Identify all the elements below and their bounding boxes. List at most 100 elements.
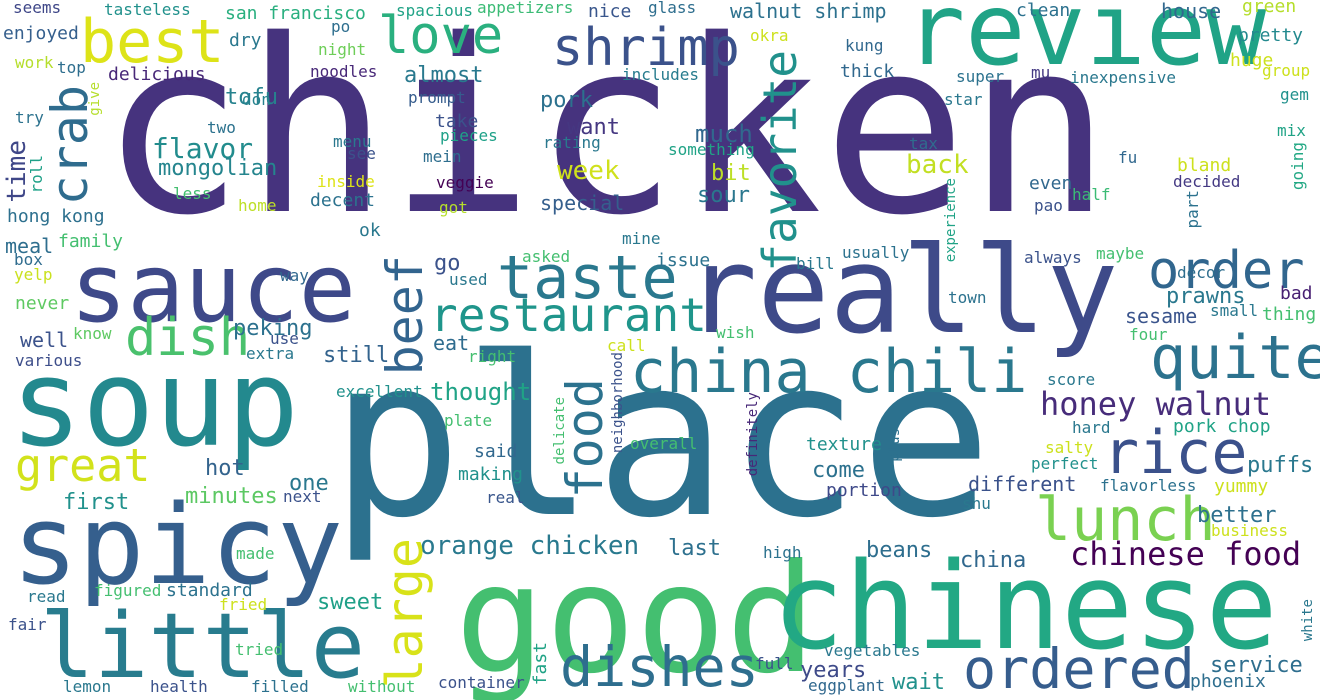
- word-decided: decided: [1173, 172, 1241, 191]
- word-soup: soup: [10, 335, 299, 474]
- word-lunch: lunch: [1035, 485, 1216, 555]
- word-little: little: [40, 594, 366, 699]
- word-plate: plate: [444, 411, 493, 430]
- word-one: one: [289, 471, 329, 496]
- word-go: go: [434, 251, 461, 276]
- word-call: call: [607, 336, 646, 355]
- word-wish: wish: [716, 323, 755, 342]
- word-back: back: [906, 150, 969, 180]
- word-puffs: puffs: [1247, 453, 1314, 478]
- word-delicate: delicate: [552, 397, 568, 465]
- word-great: great: [15, 439, 151, 492]
- word-town: town: [948, 288, 987, 307]
- word-box: box: [14, 250, 43, 269]
- word-health: health: [150, 677, 208, 696]
- word-issue: issue: [656, 250, 711, 271]
- word-menu: menu: [333, 132, 372, 151]
- word-try: try: [15, 108, 44, 127]
- word-china: china: [960, 548, 1027, 573]
- word-plus: plus: [887, 428, 903, 462]
- word-shrimp: shrimp: [552, 18, 740, 78]
- word-super: super: [956, 67, 1005, 86]
- word-appetizers: appetizers: [477, 0, 574, 17]
- word-four: four: [1129, 325, 1168, 344]
- word-phoenix: phoenix: [1190, 671, 1266, 692]
- word-orange-chicken: orange chicken: [420, 531, 640, 561]
- word-read: read: [27, 587, 66, 606]
- word-includes: includes: [622, 65, 700, 84]
- word-mongolian: mongolian: [158, 156, 278, 181]
- word-still: still: [323, 343, 390, 368]
- word-china-chili: china chili: [630, 337, 1028, 407]
- word-fast: fast: [530, 642, 551, 686]
- word-fair: fair: [8, 615, 47, 634]
- word-tofu: tofu: [225, 85, 278, 110]
- word-vegetables: vegetables: [824, 641, 921, 660]
- word-clean: clean: [1016, 0, 1071, 21]
- word-going: going: [1288, 142, 1307, 191]
- word-delicious: delicious: [108, 64, 206, 85]
- word-flavorless: flavorless: [1100, 476, 1197, 495]
- word-way: way: [280, 266, 309, 285]
- word-never: never: [15, 293, 70, 314]
- word-said: said: [474, 441, 518, 462]
- word-fu: fu: [1118, 148, 1138, 167]
- word-really: really: [685, 222, 1119, 361]
- word-used: used: [449, 270, 488, 289]
- word-figured: figured: [94, 581, 162, 600]
- word-maybe: maybe: [1096, 244, 1145, 263]
- word-dish: dish: [125, 308, 251, 368]
- word-want: want: [567, 115, 620, 140]
- word-see: see: [347, 144, 376, 163]
- word-thing: thing: [1262, 304, 1317, 325]
- word-chicken: chicken: [100, 0, 1112, 268]
- word-usually: usually: [842, 243, 910, 262]
- word-well: well: [20, 328, 69, 352]
- word-know: know: [73, 324, 112, 343]
- word-best: best: [80, 7, 225, 77]
- word-special: special: [540, 191, 625, 215]
- word-years: years: [800, 658, 867, 683]
- word-sour: sour: [697, 183, 750, 208]
- word-home: home: [238, 196, 277, 215]
- word-thought: thought: [430, 378, 532, 406]
- word-place: place: [330, 310, 993, 566]
- word-taste: taste: [497, 243, 678, 313]
- word-bill: bill: [796, 254, 835, 273]
- word-salty: salty: [1045, 438, 1094, 457]
- word-container: container: [438, 673, 525, 692]
- word-excellent: excellent: [336, 382, 423, 401]
- word-pork-chop: pork chop: [1173, 416, 1271, 437]
- word-two: two: [207, 118, 236, 137]
- word-spacious: spacious: [396, 1, 474, 20]
- word-rating: rating: [543, 133, 601, 152]
- word-different: different: [968, 472, 1077, 496]
- word-okra: okra: [750, 26, 789, 45]
- word-making: making: [458, 464, 524, 485]
- word-huge: huge: [1230, 50, 1274, 71]
- word-week: week: [557, 156, 620, 186]
- word-perfect: perfect: [1031, 454, 1099, 473]
- word-chinese: chinese: [772, 538, 1278, 677]
- word-chinese-food: chinese food: [1070, 535, 1302, 573]
- word-service: service: [1210, 653, 1303, 678]
- word-first: first: [63, 490, 130, 515]
- word-standard: standard: [166, 580, 253, 601]
- word-white: white: [1300, 599, 1316, 642]
- word-dry: dry: [229, 30, 262, 51]
- word-take: take: [435, 111, 479, 132]
- word-wait: wait: [892, 670, 945, 695]
- word-decor: décor: [1177, 263, 1226, 282]
- word-family: family: [58, 231, 124, 252]
- word-decent: decent: [310, 190, 376, 211]
- word-yelp: yelp: [14, 265, 53, 284]
- word-ok: ok: [359, 220, 381, 241]
- word-beans: beans: [866, 538, 933, 563]
- word-small: small: [1210, 301, 1259, 320]
- word-veggie: veggie: [436, 173, 494, 192]
- word-always: always: [1024, 248, 1082, 267]
- word-much: much: [695, 120, 753, 148]
- word-glass: glass: [648, 0, 697, 17]
- word-part: part: [1183, 190, 1202, 229]
- word-prompt: prompt: [408, 88, 466, 107]
